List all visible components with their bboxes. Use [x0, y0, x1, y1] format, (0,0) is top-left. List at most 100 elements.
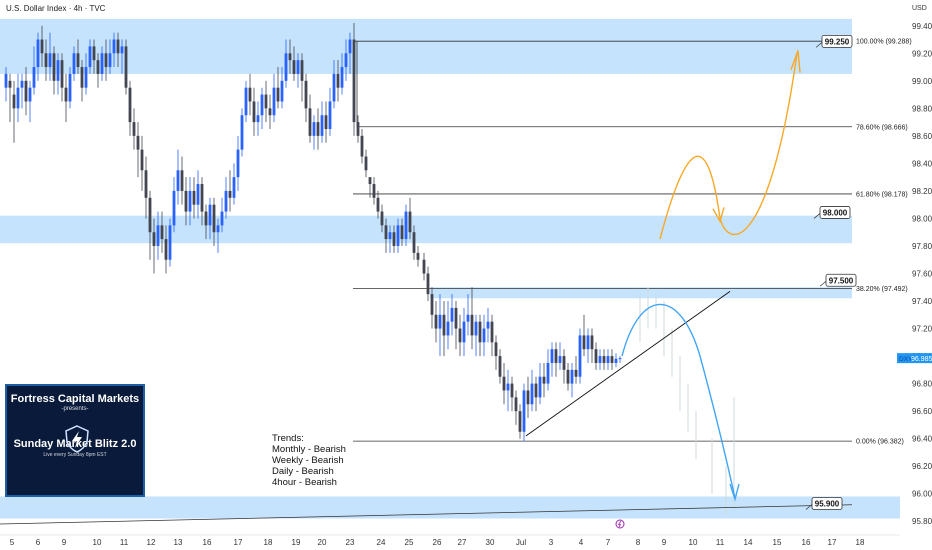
- level-callout-label: 97.500: [829, 276, 854, 285]
- candle-body: [352, 39, 356, 123]
- candle-body: [260, 94, 264, 116]
- x-tick-label: 18: [856, 538, 865, 547]
- x-tick-label: 30: [486, 538, 495, 547]
- candle-body: [618, 358, 622, 360]
- level-callout-pointer: [819, 280, 827, 287]
- candle-body: [438, 314, 442, 329]
- candle-body: [546, 362, 550, 384]
- x-tick-label: 12: [147, 538, 156, 547]
- candle-body: [610, 356, 614, 363]
- candle-body: [112, 39, 116, 54]
- candle-body: [12, 94, 16, 109]
- candle-body: [534, 383, 538, 398]
- candle-body: [408, 211, 412, 233]
- candle-body: [124, 46, 128, 88]
- candle-body: [466, 314, 470, 322]
- x-tick-label: 10: [689, 538, 698, 547]
- candle-body: [52, 53, 56, 81]
- candle-body: [348, 39, 352, 54]
- candle-body: [376, 197, 380, 212]
- candle-body: [416, 252, 420, 260]
- x-tick-label: 11: [716, 538, 725, 547]
- candle-body: [486, 321, 490, 329]
- trend-4hour: 4hour - Bearish: [272, 477, 337, 488]
- y-tick-label: 98.000: [912, 214, 932, 223]
- candle-body: [32, 67, 36, 88]
- candle-body: [228, 190, 232, 198]
- candle-body: [72, 53, 76, 74]
- candle-body: [558, 356, 562, 363]
- candle-body: [506, 383, 510, 391]
- candle-body: [502, 376, 506, 391]
- lightning-shield-icon: [65, 425, 89, 453]
- candle-body: [16, 87, 20, 109]
- candle-body: [434, 314, 438, 329]
- candle-body: [316, 122, 320, 136]
- x-tick-label: 3: [549, 538, 554, 547]
- y-tick-label: 95.800: [912, 517, 932, 526]
- candle-body: [252, 101, 256, 123]
- candle-body: [76, 53, 80, 68]
- trend-monthly: Monthly - Bearish: [272, 444, 346, 455]
- candle-body: [68, 73, 72, 102]
- trends-note: Trends: Monthly - Bearish Weekly - Beari…: [272, 433, 346, 488]
- candle-body: [422, 259, 426, 274]
- candle-body: [104, 53, 108, 68]
- candle-body: [566, 369, 570, 384]
- event-marker-icon: [615, 519, 625, 529]
- candle-body: [116, 39, 120, 54]
- candle-body: [324, 115, 328, 129]
- candle-body: [224, 190, 228, 212]
- level-callout-label: 98.000: [823, 208, 848, 217]
- candle-body: [380, 211, 384, 226]
- x-tick-label: 7: [606, 538, 611, 547]
- candle-body: [562, 356, 566, 370]
- x-tick-label: 16: [802, 538, 811, 547]
- candle-body: [268, 108, 272, 116]
- candle-body: [384, 225, 388, 240]
- candle-body: [570, 369, 574, 384]
- candle-body: [236, 149, 240, 178]
- candle-body: [582, 335, 586, 350]
- level-callout-box: [819, 206, 851, 219]
- x-tick-label: 8: [636, 538, 641, 547]
- candle-body: [248, 87, 252, 102]
- candle-body: [212, 204, 216, 233]
- candle-body: [140, 149, 144, 171]
- candle-body: [24, 80, 28, 102]
- fib-label: 78.60% (98.666): [856, 124, 908, 131]
- x-tick-label: 16: [203, 538, 212, 547]
- candle-body: [48, 53, 52, 68]
- x-tick-label: 6: [36, 538, 41, 547]
- candle-body: [446, 321, 450, 336]
- symbol-tag: DXY: [899, 356, 913, 363]
- candle-body: [514, 397, 518, 412]
- candle-body: [606, 356, 610, 363]
- banner-presents: -presents-: [61, 406, 89, 412]
- bullish-arrow-mid: [712, 207, 725, 223]
- candle-body: [404, 211, 408, 240]
- candle-body: [308, 108, 312, 136]
- x-tick-label: 9: [662, 538, 667, 547]
- candle-body: [336, 73, 340, 88]
- candle-body: [372, 184, 376, 198]
- level-callout-pointer: [805, 504, 813, 510]
- candle-body: [244, 87, 248, 116]
- x-tick-label: 24: [377, 538, 386, 547]
- supply-demand-zone: [0, 215, 852, 244]
- candle-body: [304, 80, 308, 109]
- y-tick-label: 96.800: [912, 380, 932, 389]
- x-tick-label: 4: [579, 538, 584, 547]
- y-tick-label: 99.000: [912, 77, 932, 86]
- last-price-label: 96.985: [911, 356, 932, 363]
- candle-body: [430, 294, 434, 315]
- x-tick-label: 25: [405, 538, 414, 547]
- candle-body: [602, 356, 606, 363]
- candle-body: [396, 225, 400, 246]
- candle-body: [188, 190, 192, 212]
- candle-body: [172, 190, 176, 226]
- candle-body: [232, 177, 236, 198]
- candle-body: [152, 232, 156, 246]
- bullish-arrow-head: [790, 50, 801, 73]
